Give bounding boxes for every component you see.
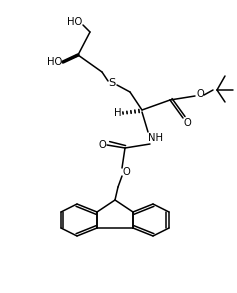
Text: HO: HO [47,57,62,67]
Polygon shape [64,54,79,62]
Text: O: O [122,167,130,177]
Text: S: S [108,78,116,88]
Text: H: H [114,108,122,118]
Text: HO: HO [67,17,82,27]
Text: NH: NH [149,133,164,143]
Text: O: O [98,140,106,150]
Text: O: O [196,89,204,99]
Text: O: O [183,118,191,128]
